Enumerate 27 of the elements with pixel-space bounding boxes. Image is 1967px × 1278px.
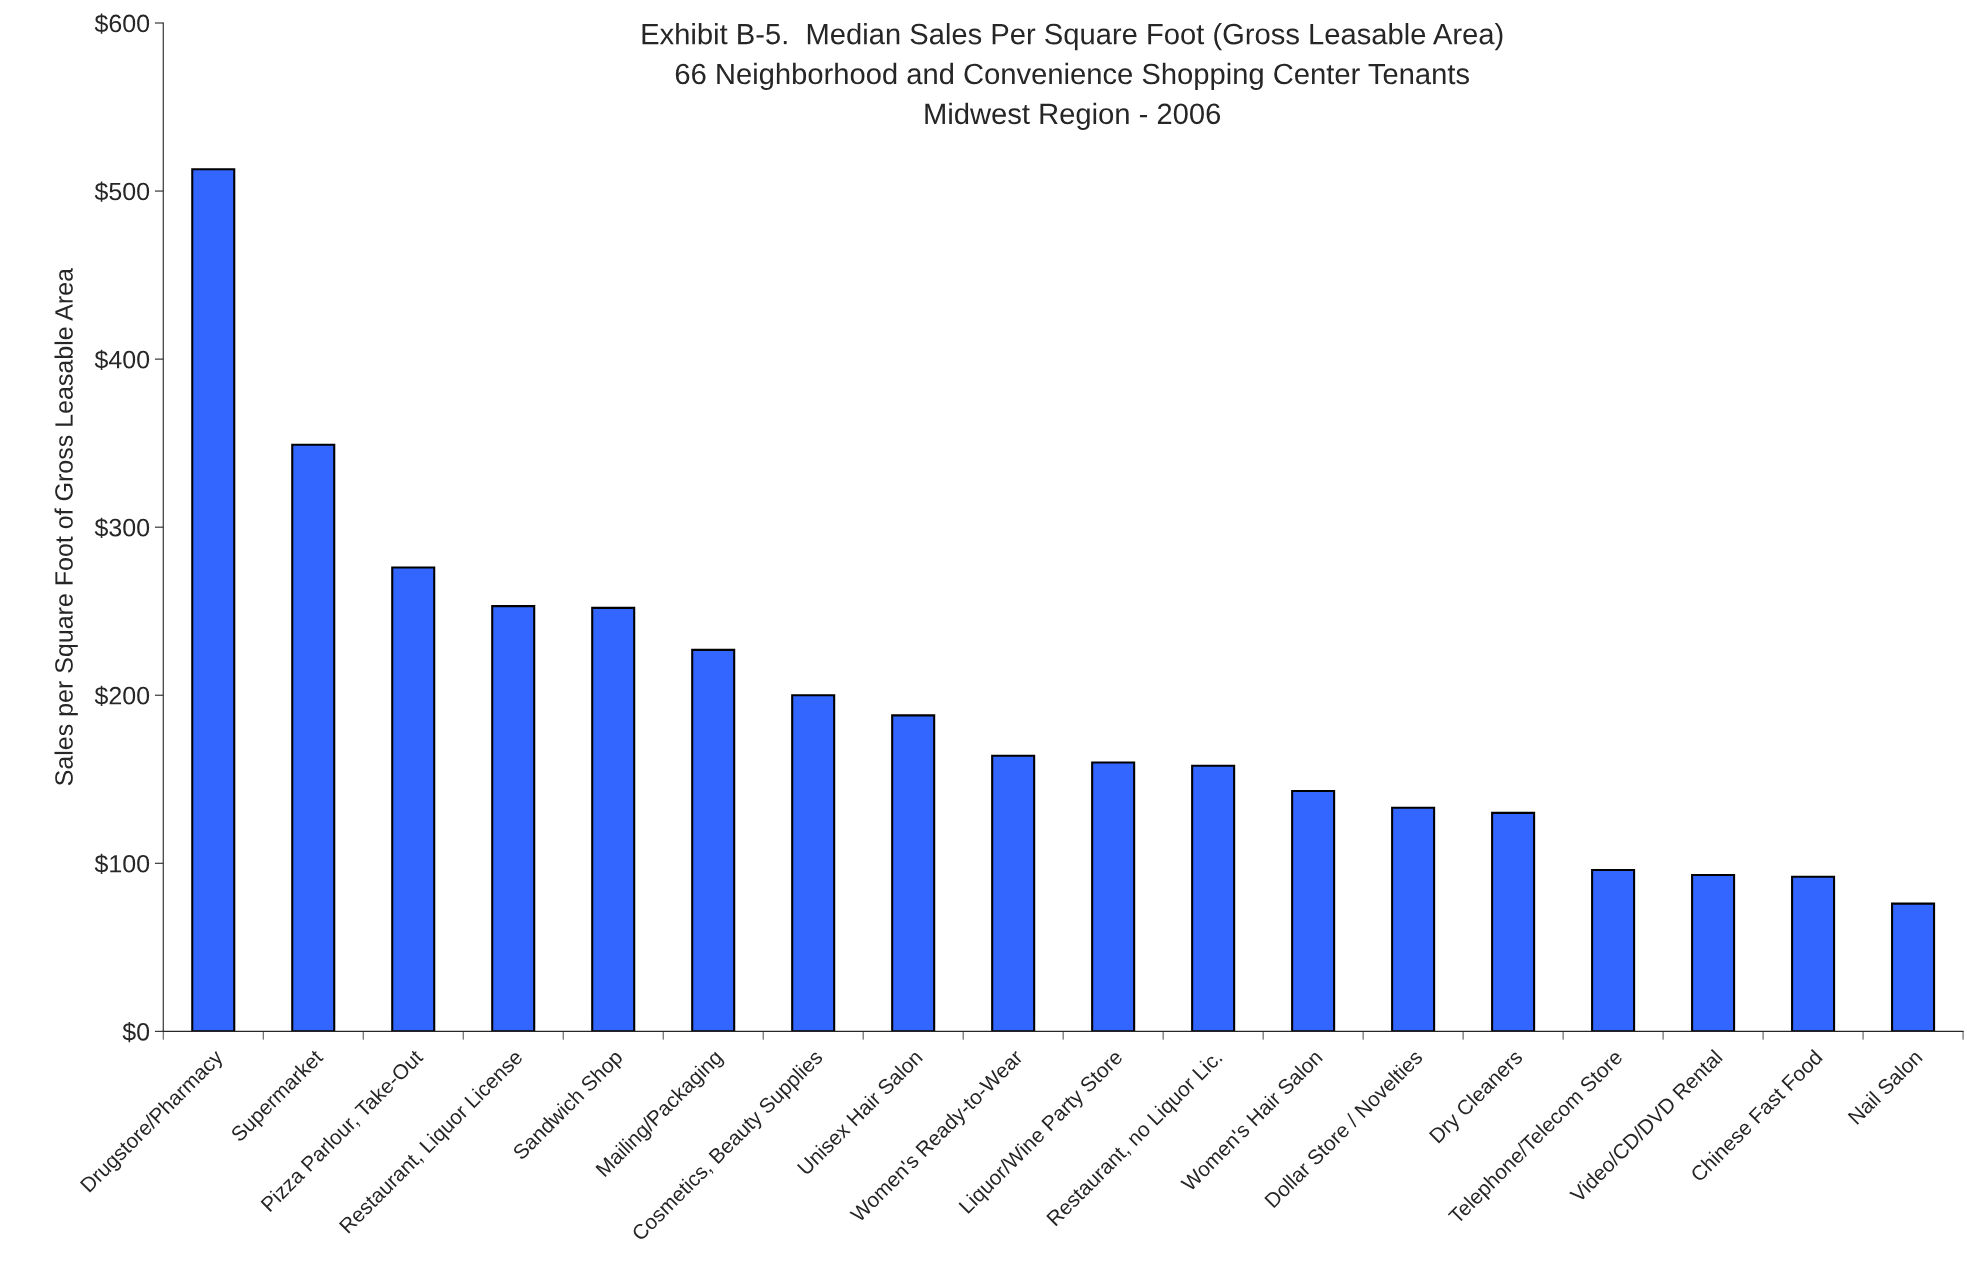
bar: [191, 168, 236, 1032]
bar: [1491, 811, 1536, 1032]
y-tick-label: $200: [94, 685, 150, 707]
y-tick-label: $500: [94, 181, 150, 202]
bar: [1291, 789, 1336, 1032]
bar: [491, 605, 536, 1032]
y-tick-label: $300: [94, 517, 150, 538]
bar: [691, 648, 736, 1032]
bar: [1691, 874, 1736, 1032]
bar: [1891, 902, 1936, 1032]
y-tick-label: $100: [94, 853, 150, 875]
y-tick-label: $0: [122, 1021, 150, 1043]
text: Exhibit B-5. Median Sales Per Square Foot (Gross Leasable Area) 66 Neighborhood and Convenience Shopping Center Tenants Midwest Region - 2006: [642, 23, 1503, 130]
bar: [891, 714, 936, 1032]
bar: [291, 443, 336, 1032]
bar: [391, 566, 436, 1032]
bar: [791, 694, 836, 1032]
bar: [1091, 761, 1136, 1032]
bar: [1191, 764, 1236, 1032]
bar: [591, 606, 636, 1032]
bar: [1391, 806, 1436, 1032]
bar: [1791, 875, 1836, 1032]
bar: [991, 754, 1036, 1032]
y-tick-label: $600: [94, 13, 150, 34]
y-tick-label: $400: [94, 349, 150, 370]
y-axis-title: Sales per Square Foot of Gross Leasable Area: [54, 267, 78, 786]
bar: [1591, 868, 1636, 1032]
